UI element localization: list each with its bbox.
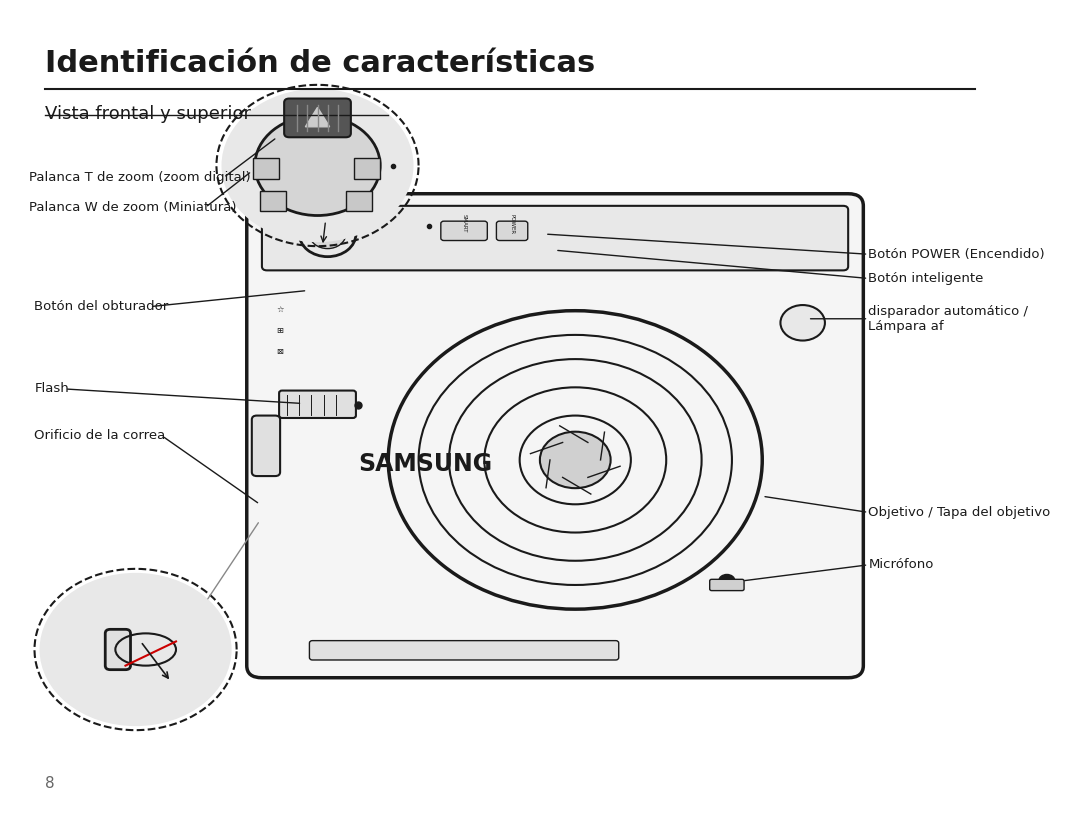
Text: SMART: SMART [461, 214, 467, 232]
Text: Identificación de características: Identificación de características [44, 49, 595, 77]
Text: SAMSUNG: SAMSUNG [357, 452, 492, 476]
FancyBboxPatch shape [262, 206, 848, 271]
FancyBboxPatch shape [105, 629, 131, 670]
Text: Palanca T de zoom (zoom digital): Palanca T de zoom (zoom digital) [29, 171, 251, 184]
FancyBboxPatch shape [497, 221, 528, 240]
FancyBboxPatch shape [354, 158, 380, 179]
FancyBboxPatch shape [346, 191, 373, 211]
Text: ☆: ☆ [276, 306, 284, 315]
FancyBboxPatch shape [284, 99, 351, 137]
Text: Micrófono: Micrófono [868, 558, 934, 571]
Circle shape [540, 432, 610, 488]
Text: ⊞: ⊞ [276, 326, 284, 335]
FancyBboxPatch shape [710, 579, 744, 591]
FancyBboxPatch shape [246, 194, 863, 678]
FancyBboxPatch shape [260, 191, 286, 211]
Text: Botón del obturador: Botón del obturador [35, 300, 168, 313]
Text: Orificio de la correa: Orificio de la correa [35, 430, 165, 443]
Circle shape [221, 89, 414, 242]
Text: Flash: Flash [35, 382, 69, 395]
Circle shape [781, 305, 825, 341]
Circle shape [40, 573, 231, 726]
Text: POWER: POWER [509, 214, 514, 234]
Text: Botón inteligente: Botón inteligente [868, 272, 984, 285]
Text: 8: 8 [44, 776, 54, 791]
Circle shape [255, 116, 380, 215]
Text: Botón POWER (Encendido): Botón POWER (Encendido) [868, 248, 1045, 261]
Text: ⊠: ⊠ [276, 346, 284, 355]
Circle shape [310, 219, 346, 249]
Text: Palanca W de zoom (Miniatura): Palanca W de zoom (Miniatura) [29, 201, 237, 214]
Text: Objetivo / Tapa del objetivo: Objetivo / Tapa del objetivo [868, 506, 1051, 519]
Polygon shape [306, 108, 329, 127]
FancyBboxPatch shape [441, 221, 487, 240]
FancyBboxPatch shape [253, 158, 279, 179]
Circle shape [719, 575, 735, 588]
Circle shape [299, 211, 356, 257]
FancyBboxPatch shape [279, 390, 356, 418]
FancyBboxPatch shape [252, 416, 280, 476]
Text: disparador automático /
Lámpara af: disparador automático / Lámpara af [868, 305, 1028, 333]
Text: Vista frontal y superior: Vista frontal y superior [44, 105, 251, 123]
FancyBboxPatch shape [310, 641, 619, 660]
